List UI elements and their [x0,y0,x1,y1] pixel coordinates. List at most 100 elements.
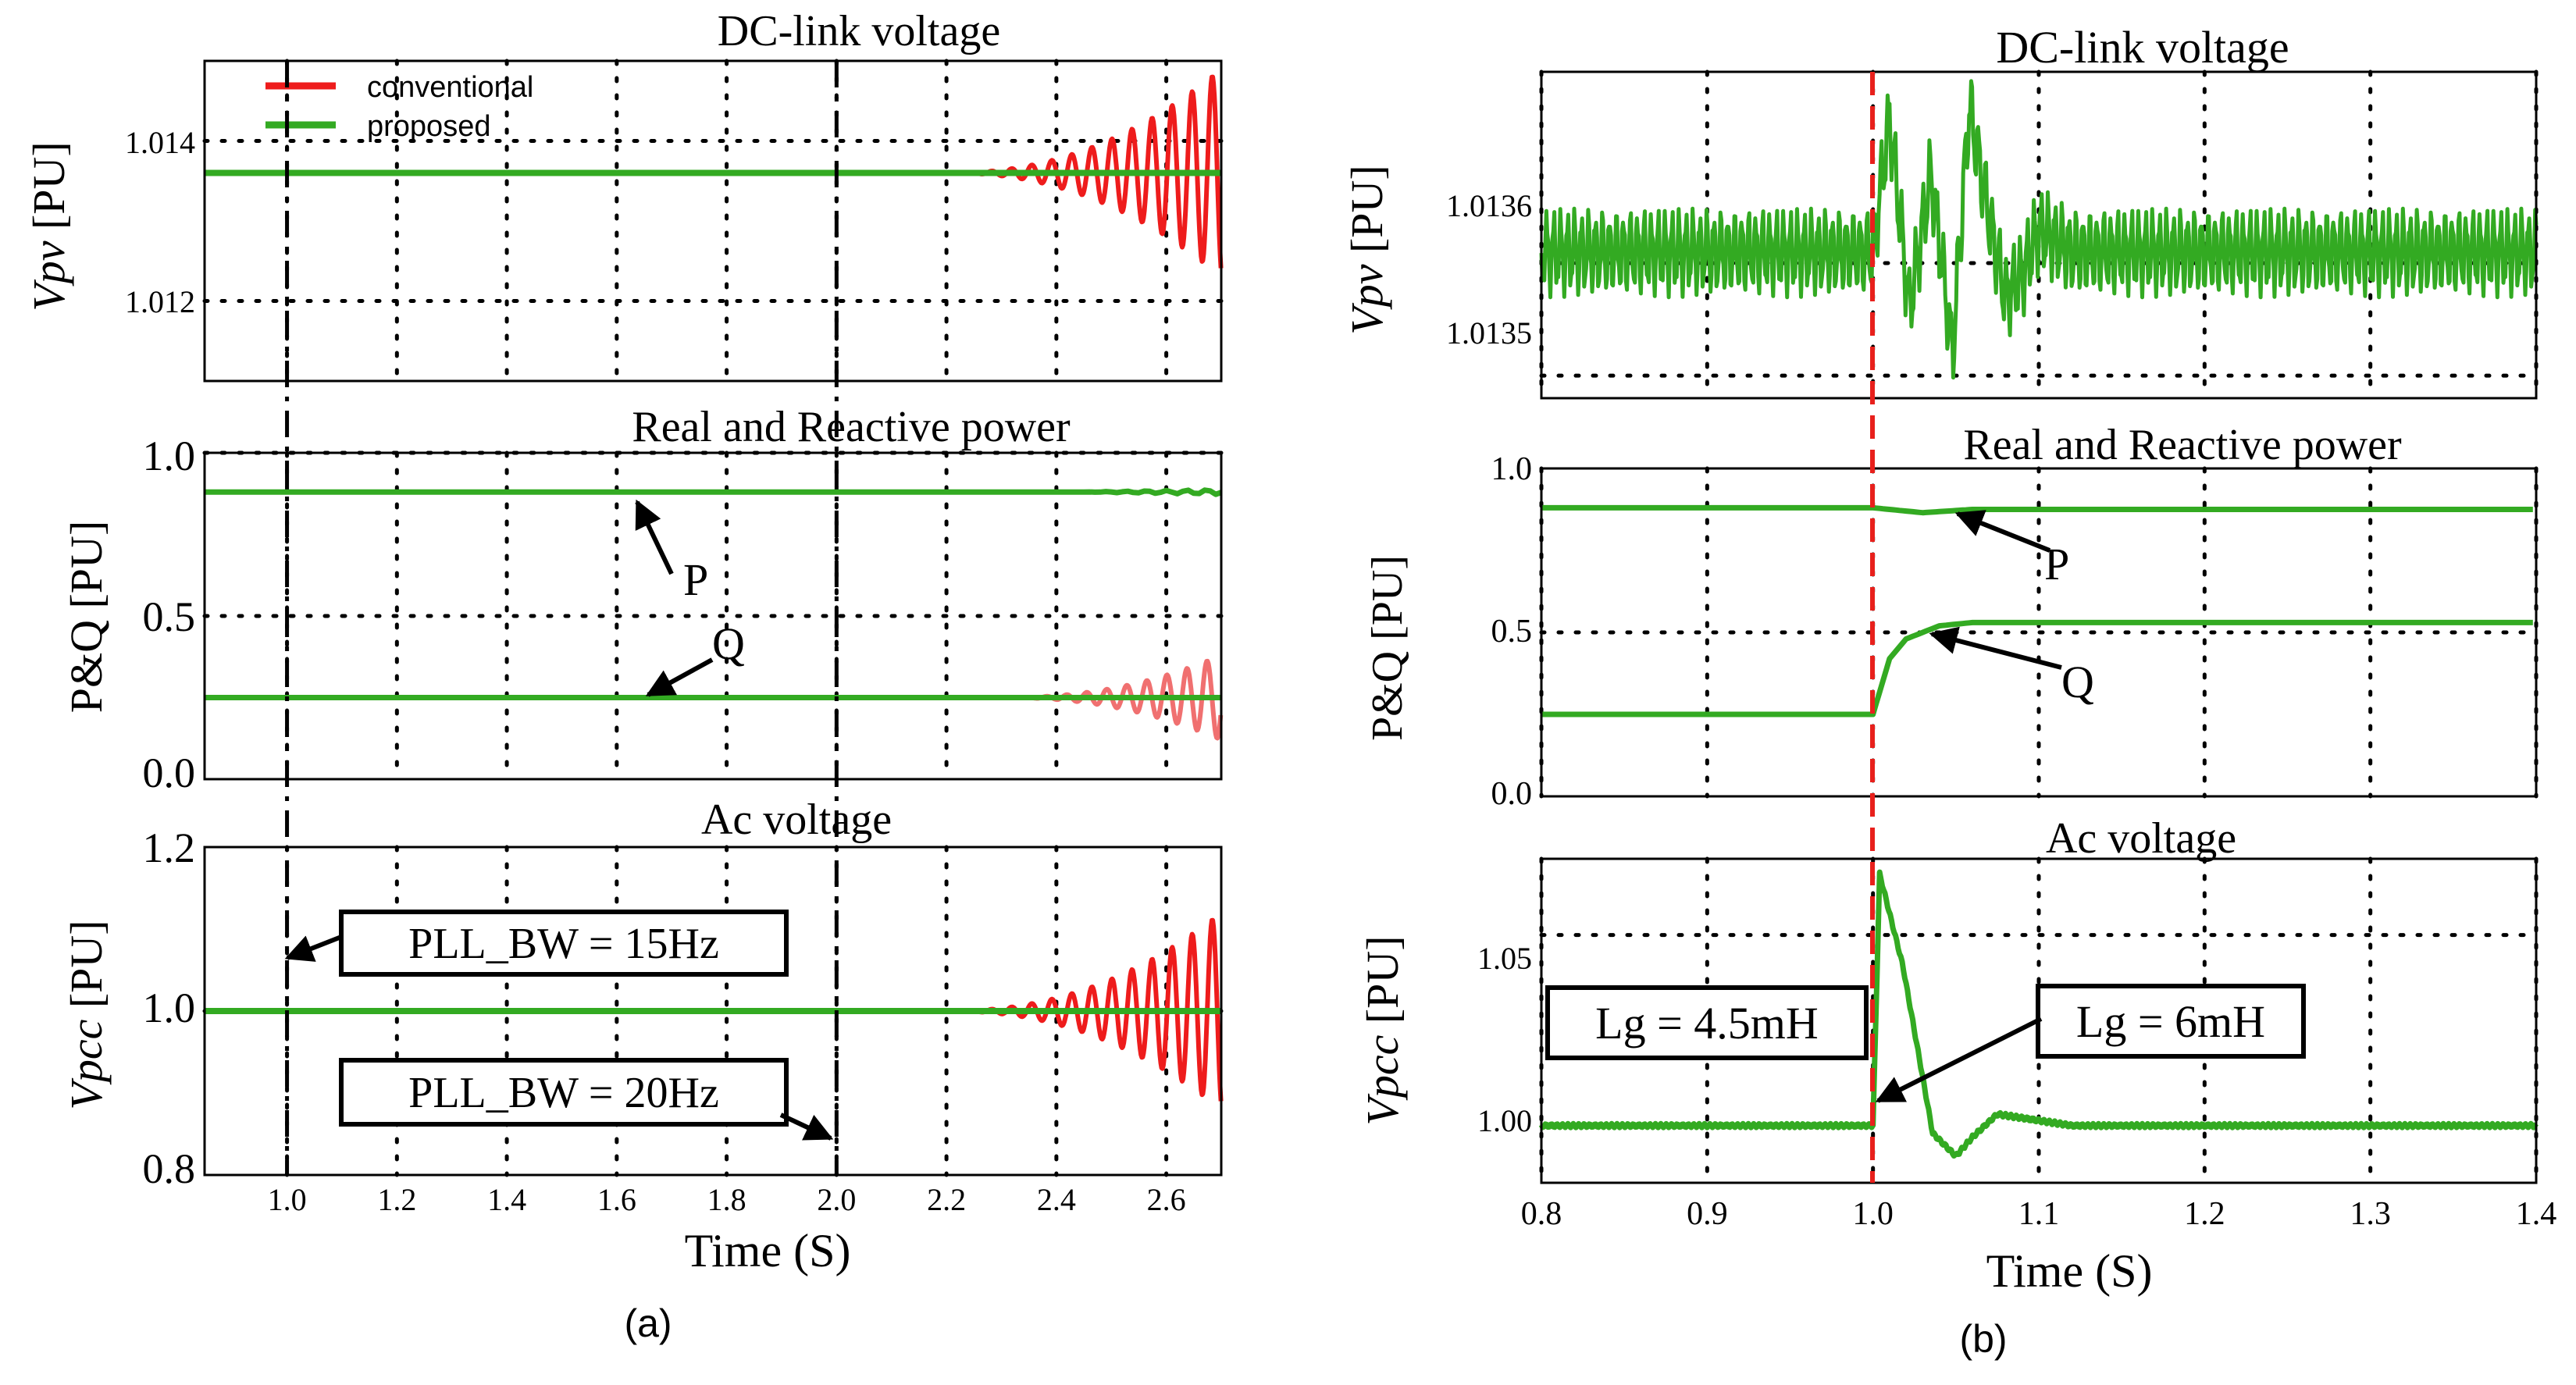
a-bot-ytick: 0.8 [143,1145,196,1192]
a-xtick-label: 2.0 [817,1182,856,1217]
a-top-plot: DC-link voltage 1.014 1.012 Vpv [PU] con… [23,7,1224,383]
a-top-ytick: 1.012 [125,284,195,319]
a-mid-ytick: 1.0 [143,433,196,479]
a-top-ylabel-unit: [PU] [23,141,74,240]
b-top-ylabel-var: Vpv [1341,264,1392,334]
a-top-traces [205,74,1224,269]
a-bot-frame [203,846,1223,1177]
b-bot-traces [1538,869,2539,1159]
b-xtick-label: 0.8 [1521,1196,1562,1232]
a-xtick-label: 2.4 [1037,1182,1076,1217]
b-xticks: 0.8 0.9 1.0 1.1 1.2 1.3 1.4 [1521,1196,2557,1232]
trace-q [1541,619,2533,717]
a-bot-traces [205,917,1224,1102]
a-mid-grid [202,450,1224,782]
a-q-label: Q [712,618,745,669]
b-xtick-label: 1.3 [2350,1196,2391,1232]
trace-vpcc [1538,869,2539,1159]
a-xtick-label: 1.0 [268,1182,307,1217]
b-top-ylabel-unit: [PU] [1341,165,1392,264]
a-mid-ylabel: P&Q [PU] [61,521,112,714]
b-mid-ylabel: P&Q [PU] [1363,555,1412,741]
a-xticks: 1.0 1.2 1.4 1.6 1.8 2.0 2.2 2.4 2.6 [268,1182,1186,1217]
b-xtick-label: 1.2 [2184,1196,2225,1232]
a-top-title: DC-link voltage [718,7,1000,55]
a-xtick-label: 1.4 [487,1182,526,1217]
b-mid-ytick: 0.5 [1491,614,1533,650]
b-p-arrow [1954,510,2051,553]
a-bot-ylabel-unit: [PU] [61,920,112,1019]
b-q-label: Q [2061,657,2094,707]
a-top-ytick: 1.014 [125,125,195,160]
b-annotation-lg6: Lg = 6mH [1875,984,2306,1103]
b-annotation-lg45: Lg = 4.5mH [1545,985,1869,1060]
b-mid-grid [1539,466,2539,799]
a-top-grid [202,59,1224,383]
b-mid-title: Real and Reactive power [1963,421,2402,469]
a-mid-traces [205,487,1224,741]
a-xlabel: Time (S) [685,1225,851,1276]
b-mid-frame [1540,467,2538,798]
a-annotation-15hz-text: PLL_BW = 15Hz [408,920,719,968]
b-bot-ytick: 1.05 [1477,941,1532,976]
a-top-frame [203,59,1223,383]
b-bot-ylabel-var: Vpcc [1357,1034,1408,1125]
b-top-frame [1540,70,2538,400]
panel-a: DC-link voltage 1.014 1.012 Vpv [PU] con… [23,7,1224,1345]
b-top-title: DC-link voltage [1996,22,2289,73]
legend-label-conventional: conventional [367,71,533,104]
a-p-label: P [683,554,708,605]
a-bot-ylabel: Vpcc [PU] [61,920,112,1109]
b-xtick-label: 0.9 [1687,1196,1728,1232]
b-p-label: P [2044,539,2069,589]
a-xtick-label: 1.8 [707,1182,746,1217]
a-mid-title: Real and Reactive power [632,403,1071,451]
trace-p [205,487,1223,497]
a-top-ylabel: Vpv [PU] [23,141,74,311]
legend-label-proposed: proposed [367,110,490,143]
a-mid-frame [203,451,1223,781]
b-bot-title: Ac voltage [2046,814,2236,863]
b-annotation-lg45-text: Lg = 4.5mH [1595,998,1819,1049]
a-q-arrow [645,657,714,697]
a-caption: (a) [624,1301,672,1345]
a-bot-ytick: 1.0 [143,984,196,1031]
b-xlabel: Time (S) [1986,1245,2153,1297]
a-mid-plot: Real and Reactive power 1.0 0.5 0.0 P&Q … [61,403,1224,796]
b-q-arrow [1929,626,2062,670]
b-bot-ylabel: Vpcc [PU] [1357,935,1408,1125]
b-xtick-label: 1.1 [2018,1196,2060,1232]
a-vlines [285,61,839,1175]
b-caption: (b) [1959,1317,2007,1361]
a-xtick-label: 2.2 [927,1182,966,1217]
b-bot-frame [1540,857,2538,1184]
legend: conventional proposed [265,71,533,143]
a-p-arrow [635,499,674,575]
b-mid-ytick: 1.0 [1491,451,1533,487]
b-top-ytick: 1.0135 [1446,315,1532,351]
b-bot-plot: Ac voltage 1.05 1.00 Vpcc [PU] Lg = 4.5m… [1357,814,2539,1185]
a-xtick-label: 1.6 [597,1182,636,1217]
panel-b: DC-link voltage 1.0136 1.0135 Vpv [PU] R… [1341,22,2556,1361]
b-mid-ytick: 0.0 [1491,776,1533,812]
b-mid-plot: Real and Reactive power 1.0 0.5 0.0 P&Q … [1363,421,2539,812]
b-bot-ylabel-unit: [PU] [1357,935,1408,1034]
b-top-ytick: 1.0136 [1446,188,1532,223]
b-annotation-lg6-text: Lg = 6mH [2076,996,2265,1047]
a-bot-ytick: 1.2 [143,824,196,871]
a-mid-ytick: 0.0 [143,749,196,796]
b-xtick-label: 1.4 [2516,1196,2557,1232]
a-annotation-15hz: PLL_BW = 15Hz [284,910,789,977]
a-bot-title: Ac voltage [701,796,892,844]
a-annotation-20hz: PLL_BW = 20Hz [339,1058,834,1141]
trace-vpv [1539,79,2539,380]
b-xtick-label: 1.0 [1852,1196,1894,1232]
a-xtick-label: 2.6 [1147,1182,1186,1217]
b-top-plot: DC-link voltage 1.0136 1.0135 Vpv [PU] [1341,22,2539,401]
a-mid-ytick: 0.5 [143,593,196,640]
b-mid-traces [1541,504,2533,717]
a-bot-ylabel-var: Vpcc [61,1019,112,1109]
a-xtick-label: 1.2 [377,1182,416,1217]
a-top-ylabel-var: Vpv [23,240,74,311]
